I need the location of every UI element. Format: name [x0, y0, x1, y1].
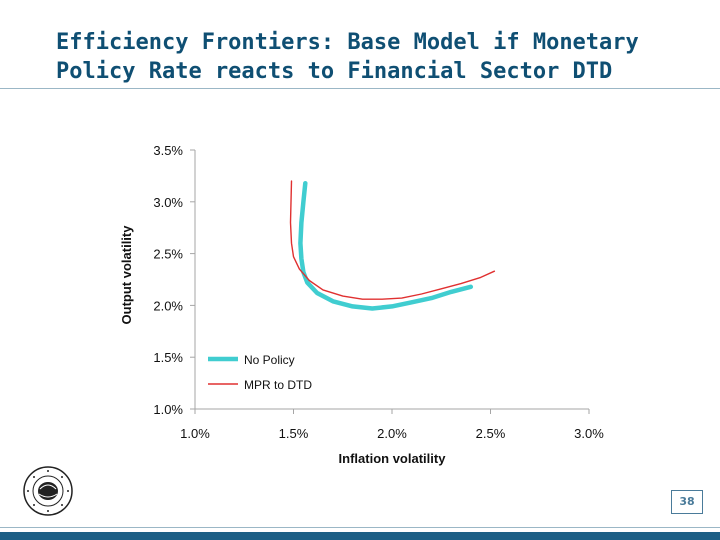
footer-bar	[0, 532, 720, 540]
x-tick-label: 1.0%	[180, 426, 210, 441]
y-tick-label: 3.5%	[153, 143, 183, 158]
y-tick-label: 2.5%	[153, 247, 183, 262]
x-axis-label: Inflation volatility	[339, 451, 447, 466]
y-tick-label: 2.0%	[153, 298, 183, 313]
page-number: 38	[671, 490, 703, 514]
legend-label: MPR to DTD	[244, 378, 312, 392]
title-divider	[0, 88, 720, 89]
y-tick-label: 1.0%	[153, 402, 183, 417]
footer-rule	[0, 527, 720, 528]
y-axis-label: Output volatility	[119, 225, 134, 325]
chart-legend: No Policy MPR to DTD	[208, 353, 312, 392]
x-tick-label: 2.0%	[377, 426, 407, 441]
legend-label: No Policy	[244, 353, 295, 367]
y-tick-label: 1.5%	[153, 350, 183, 365]
x-tick-label: 2.5%	[476, 426, 506, 441]
x-tick-label: 3.0%	[574, 426, 604, 441]
slide-title: Efficiency Frontiers: Base Model if Mone…	[56, 30, 639, 84]
x-tick-label: 1.5%	[279, 426, 309, 441]
y-tick-label: 3.0%	[153, 195, 183, 210]
imf-seal-logo	[23, 466, 73, 516]
series-line-mpr-to-dtd	[289, 180, 496, 300]
series-line-no-policy	[298, 180, 474, 311]
